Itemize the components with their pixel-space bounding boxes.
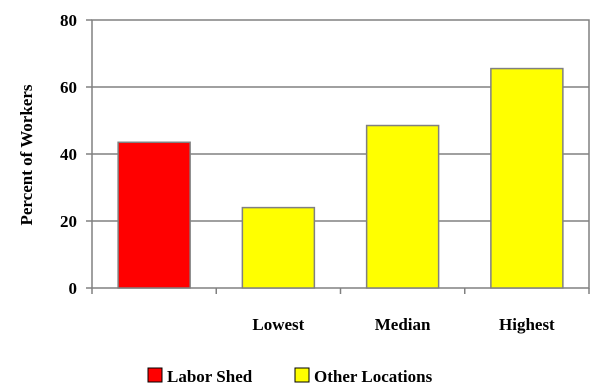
y-tick-label: 60 bbox=[60, 78, 77, 97]
x-axis-labels: Lowest Median Highest bbox=[91, 288, 590, 334]
x-category-label: Highest bbox=[499, 315, 555, 334]
legend-label: Other Locations bbox=[314, 367, 433, 386]
y-axis-title: Percent of Workers bbox=[17, 84, 36, 225]
legend-label: Labor Shed bbox=[167, 367, 253, 386]
x-category-label: Median bbox=[375, 315, 431, 334]
bar bbox=[490, 67, 564, 289]
y-tick-label: 80 bbox=[60, 11, 77, 30]
y-tick-label: 20 bbox=[60, 212, 77, 231]
bars bbox=[117, 67, 564, 289]
bar bbox=[365, 124, 440, 289]
y-tick-label: 40 bbox=[60, 145, 77, 164]
y-tick-label: 0 bbox=[69, 279, 78, 298]
legend: Labor Shed Other Locations bbox=[147, 367, 433, 386]
x-category-label: Lowest bbox=[252, 315, 304, 334]
legend-swatch bbox=[147, 367, 163, 383]
bar bbox=[241, 206, 316, 289]
bar bbox=[117, 141, 191, 289]
legend-swatch bbox=[294, 367, 310, 383]
y-axis-ticks: 0 20 40 60 80 bbox=[60, 11, 92, 298]
